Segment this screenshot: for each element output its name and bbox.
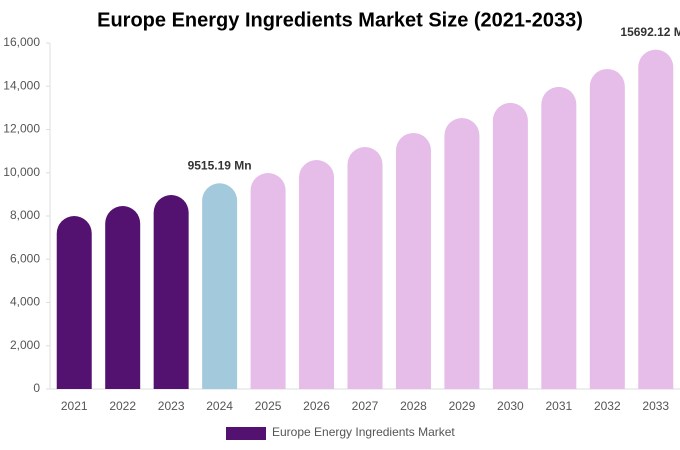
x-tick-label: 2027 [352, 399, 379, 413]
x-tick-label: 2024 [206, 399, 233, 413]
legend-swatch [226, 427, 266, 440]
bar [541, 86, 577, 390]
bar [250, 172, 286, 389]
y-tick-label: 0 [33, 381, 40, 395]
x-tick-label: 2033 [642, 399, 669, 413]
y-tick-label: 14,000 [3, 78, 40, 92]
bar [638, 49, 674, 390]
x-tick-label: 2022 [109, 399, 136, 413]
x-tick-label: 2023 [158, 399, 185, 413]
y-tick-label: 6,000 [10, 251, 40, 265]
y-tick-label: 8,000 [10, 208, 40, 222]
bar [347, 147, 383, 389]
bar [395, 132, 431, 389]
x-tick-label: 2028 [400, 399, 427, 413]
bar [589, 68, 625, 389]
y-tick-label: 16,000 [3, 35, 40, 49]
x-tick-label: 2031 [545, 399, 572, 413]
x-tick-label: 2032 [594, 399, 621, 413]
y-tick-label: 12,000 [3, 122, 40, 136]
bar [153, 195, 189, 389]
bar [444, 118, 480, 389]
y-tick-label: 10,000 [3, 165, 40, 179]
data-label: 15692.12 Mn [620, 25, 680, 39]
bar [299, 159, 335, 389]
bar [492, 102, 528, 389]
y-tick-label: 4,000 [10, 295, 40, 309]
legend-label: Europe Energy Ingredients Market [272, 425, 455, 439]
bar [56, 216, 92, 389]
x-tick-label: 2021 [61, 399, 88, 413]
x-tick-label: 2030 [497, 399, 524, 413]
bar [202, 183, 238, 389]
x-tick-label: 2026 [303, 399, 330, 413]
y-tick-label: 2,000 [10, 338, 40, 352]
x-tick-label: 2025 [255, 399, 282, 413]
chart-title: Europe Energy Ingredients Market Size (2… [97, 9, 583, 31]
data-label: 9515.19 Mn [188, 158, 252, 172]
bar [105, 206, 141, 389]
x-tick-label: 2029 [449, 399, 476, 413]
